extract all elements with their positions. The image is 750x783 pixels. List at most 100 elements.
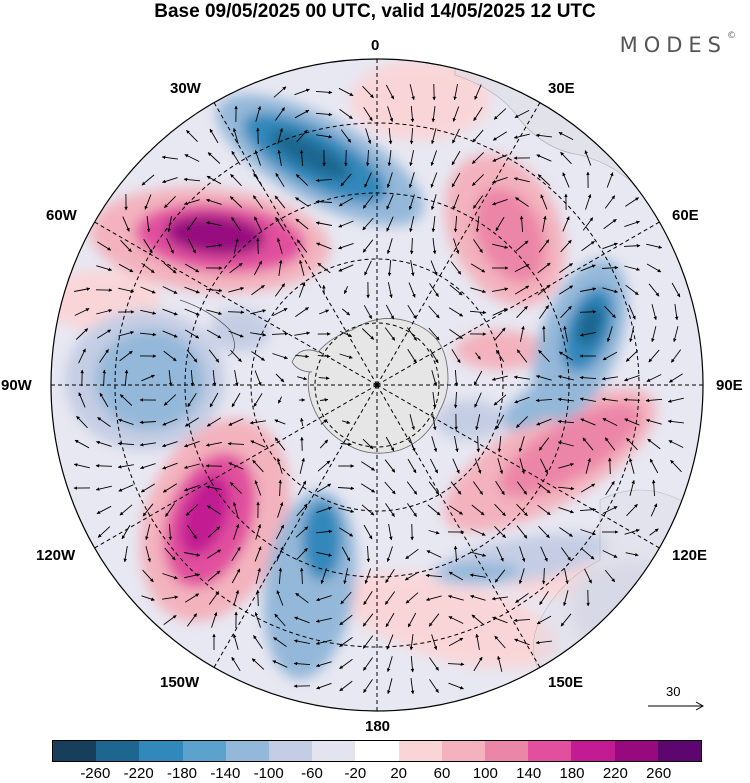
wind-vector-arrow xyxy=(233,589,240,606)
wind-vector-arrow xyxy=(431,436,438,453)
wind-vector-arrow xyxy=(584,150,592,166)
wind-vector-arrow xyxy=(538,525,550,539)
wind-vector-arrow xyxy=(340,330,353,338)
wind-vector-arrow xyxy=(407,612,417,628)
wind-vector-arrow xyxy=(537,284,551,296)
wind-vector-arrow xyxy=(471,504,485,516)
wind-vector-arrow xyxy=(184,484,200,492)
wind-vector-arrow xyxy=(96,440,112,447)
wind-vector-arrow xyxy=(209,392,219,408)
wind-vector-arrow xyxy=(473,107,483,122)
wind-vector-arrow xyxy=(277,127,283,144)
colorbar-cell xyxy=(96,741,140,761)
wind-vector-arrow xyxy=(207,570,221,582)
wind-vector-arrow xyxy=(492,198,508,206)
wind-vector-arrow xyxy=(584,568,592,584)
wind-vector-arrow xyxy=(602,287,619,294)
wind-vector-arrow xyxy=(385,569,395,584)
wind-vector-arrow xyxy=(425,573,443,578)
wind-vector-arrow xyxy=(667,419,684,424)
wind-vector-arrow xyxy=(516,305,528,319)
wind-vector-arrow xyxy=(497,458,504,475)
wind-vector-arrow xyxy=(231,150,241,166)
wind-vector-arrow xyxy=(582,437,594,451)
wind-vector-arrow xyxy=(320,398,329,402)
wind-vector-arrow xyxy=(470,263,486,273)
wind-vector-arrow xyxy=(364,568,372,584)
wind-vector-arrow xyxy=(140,483,156,493)
wind-vector-arrow xyxy=(649,458,659,474)
wind-vector-arrow xyxy=(316,551,333,557)
wind-vector-arrow xyxy=(385,503,395,517)
wind-vector-arrow xyxy=(362,635,374,649)
wind-vector-arrow xyxy=(431,216,436,233)
wind-vector-arrow xyxy=(272,353,288,360)
wind-vector-arrow xyxy=(295,197,309,207)
wind-vector-arrow xyxy=(670,349,682,363)
wind-vector-arrow xyxy=(229,196,243,208)
wind-vector-arrow xyxy=(557,441,574,447)
wind-vector-arrow xyxy=(297,376,308,381)
wind-vector-arrow xyxy=(234,370,239,387)
wind-vector-arrow xyxy=(139,442,156,447)
wind-vector-arrow xyxy=(671,282,681,298)
wind-vector-arrow xyxy=(559,527,573,537)
wind-vector-arrow xyxy=(316,134,333,139)
wind-vector-arrow xyxy=(519,215,524,233)
wind-vector-arrow xyxy=(579,331,596,337)
colorbar-tick-label: 180 xyxy=(559,765,585,782)
wind-vector-arrow xyxy=(473,656,483,672)
wind-vector-arrow xyxy=(140,309,157,315)
wind-vector-arrow xyxy=(163,262,177,274)
wind-vector-arrow xyxy=(387,150,392,167)
wind-vector-arrow xyxy=(296,547,308,561)
wind-vector-arrow xyxy=(316,506,332,514)
wind-vector-arrow xyxy=(141,174,155,186)
wind-vector-arrow xyxy=(141,262,155,274)
wind-vector-arrow xyxy=(562,172,570,188)
wind-vector-arrow xyxy=(519,546,526,562)
wind-vector-arrow xyxy=(253,172,263,187)
wind-vector-arrow xyxy=(386,172,393,188)
wind-vector-arrow xyxy=(146,216,151,233)
wind-vector-arrow xyxy=(274,195,286,209)
wind-vector-arrow xyxy=(579,507,597,512)
wind-vector-arrow xyxy=(206,417,222,427)
wind-vector-arrow xyxy=(537,504,551,516)
wind-vector-arrow xyxy=(366,545,371,563)
map-title: Base 09/05/2025 00 UTC, valid 14/05/2025… xyxy=(154,1,596,22)
wind-vector-arrow xyxy=(405,592,419,604)
wind-vector-arrow xyxy=(497,435,502,453)
wind-vector-arrow xyxy=(625,284,639,296)
wind-vector-arrow xyxy=(183,463,200,469)
lon-label-30w: 30W xyxy=(170,80,201,97)
wind-vector-arrow xyxy=(603,218,617,230)
wind-vector-arrow xyxy=(140,463,156,470)
wind-vector-arrow xyxy=(74,287,91,292)
wind-vector-arrow xyxy=(184,263,200,273)
wind-vector-arrow xyxy=(406,481,418,495)
wind-vector-arrow xyxy=(121,524,131,540)
wind-vector-arrow xyxy=(385,304,395,320)
wind-vector-arrow xyxy=(557,486,575,491)
wind-vector-arrow xyxy=(361,461,376,471)
wind-vector-arrow xyxy=(494,327,506,341)
wind-vector-arrow xyxy=(233,501,239,518)
wind-vector-arrow xyxy=(448,682,464,690)
wind-vector-arrow xyxy=(364,172,372,188)
wind-vector-arrow xyxy=(560,547,572,561)
wind-vector-arrow xyxy=(514,109,530,119)
wind-vector-arrow xyxy=(272,307,288,317)
wind-vector-arrow xyxy=(233,524,240,540)
wind-vector-arrow xyxy=(579,310,597,314)
wind-vector-arrow xyxy=(427,504,441,516)
wind-vector-arrow xyxy=(585,457,591,474)
wind-vector-arrow xyxy=(186,217,198,231)
wind-vector-arrow xyxy=(626,437,638,451)
wind-vector-arrow xyxy=(475,352,481,360)
wind-vector-arrow xyxy=(185,504,199,516)
wind-vector-arrow xyxy=(294,331,311,336)
wind-vector-arrow xyxy=(474,84,482,100)
wind-vector-arrow xyxy=(362,239,374,253)
wind-vector-arrow xyxy=(184,329,200,339)
